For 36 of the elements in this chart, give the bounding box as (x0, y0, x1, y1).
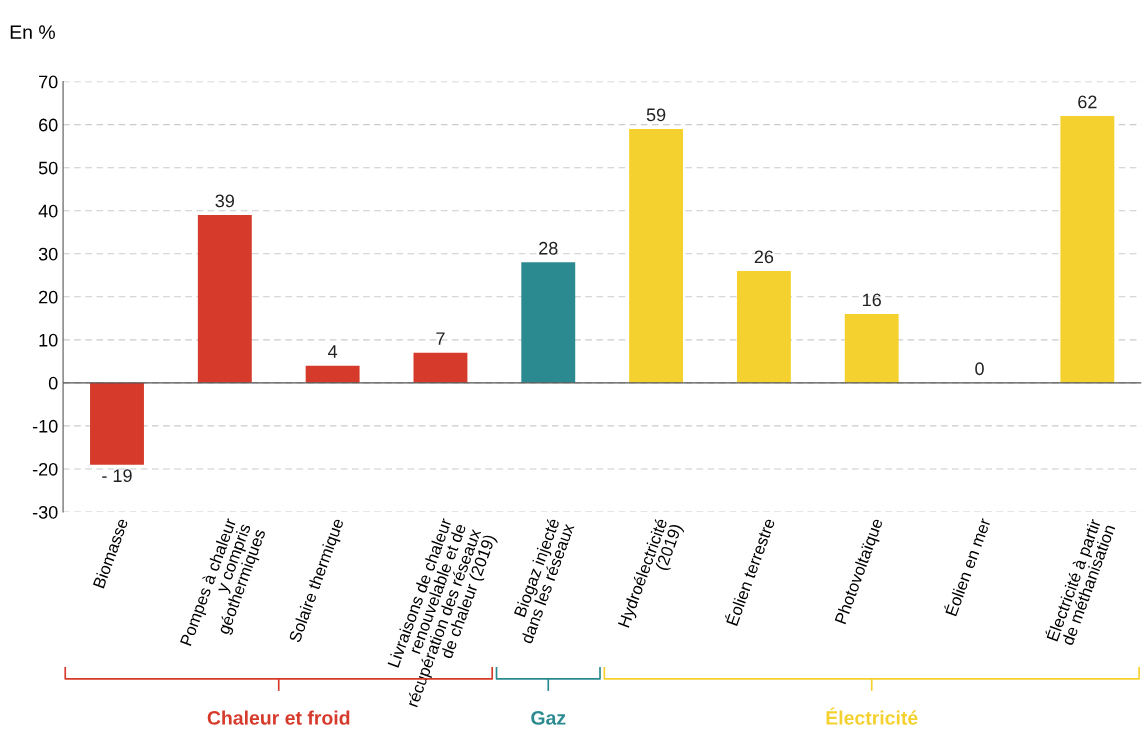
text: Chaleur et froid (207, 710, 350, 725)
data-label: 16 (863, 293, 881, 307)
bar (305, 365, 360, 383)
text: Électricité (826, 707, 918, 725)
y-tick-label: 70 (39, 75, 58, 89)
bar (197, 215, 252, 383)
bar (413, 352, 468, 383)
data-label: 59 (646, 108, 666, 122)
bar (1060, 116, 1115, 383)
data-label: 7 (436, 332, 445, 345)
x-tick-label: Éolien en mer (942, 516, 991, 617)
y-axis-title: En % (10, 25, 55, 39)
x-tick-label: Biogaz injecté dans les réseaux (513, 517, 575, 645)
y-tick-label: 30 (38, 247, 58, 261)
data-label: 62 (1078, 95, 1097, 109)
data-label: 39 (215, 194, 234, 208)
y-tick-label: 50 (38, 161, 58, 175)
bar (521, 262, 576, 383)
y-tick-label: -30 (32, 505, 58, 519)
bar (736, 270, 791, 383)
y-tick-label: -20 (32, 462, 58, 476)
data-label: 28 (539, 241, 558, 255)
data-label: 0 (975, 362, 984, 376)
bar (90, 382, 144, 465)
y-tick-label: -10 (32, 419, 58, 433)
data-label: 4 (328, 345, 338, 358)
text: Gaz (531, 711, 566, 725)
y-tick-label: 60 (39, 118, 58, 132)
y-tick-label: 20 (39, 290, 58, 304)
data-label: - 19 (102, 469, 132, 483)
y-tick-label: 0 (48, 376, 58, 390)
data-label: 26 (754, 250, 774, 264)
bar (629, 128, 684, 383)
bar (844, 314, 899, 383)
y-tick-label: 40 (38, 204, 58, 218)
y-tick-label: 10 (39, 333, 58, 347)
